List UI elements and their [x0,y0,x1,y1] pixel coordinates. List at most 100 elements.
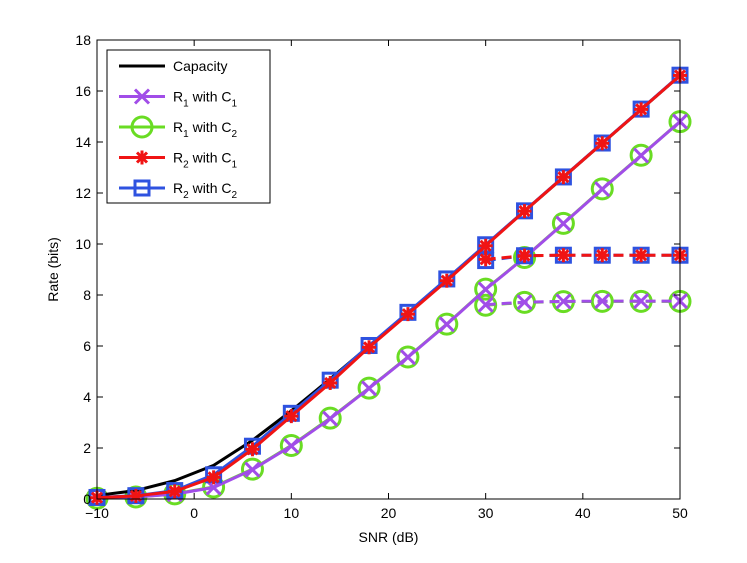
legend-label-text: Capacity [173,58,227,74]
marker-r2c1 [556,170,571,185]
marker-r1c1-stroke [244,461,261,478]
legend-entry-r2c2: R2 with C2 [119,179,237,201]
marker-r1c1 [555,215,572,232]
marker-r2c1-stroke [479,239,492,252]
marker-dashed-r2c1 [634,248,649,263]
marker-dashed-r2c1 [556,248,571,263]
marker-dashed-r1c1-stroke [516,294,533,311]
marker-r1c1-stroke [555,215,572,232]
marker-r2c1-stroke [324,376,337,390]
marker-dashed-r2c1-stroke [557,249,570,262]
marker-r1c2 [590,177,614,201]
legend-label-r: R [173,89,183,105]
marker-r2c1 [634,102,649,117]
legend-marker-r1c1 [133,88,151,105]
marker-r2c1 [206,470,221,485]
marker-r2c1 [245,442,260,457]
marker-r1c1-stroke [594,181,611,198]
marker-r1c1-stroke [283,437,300,455]
marker-r2c1 [362,340,377,355]
marker-r1c2 [318,406,342,430]
marker-r1c1-stroke [633,147,650,164]
legend-label-sub2: 2 [231,190,237,201]
marker-dashed-r1c1 [633,293,650,310]
x-tick-label: 30 [478,505,494,521]
marker-r2c1 [284,409,299,424]
x-tick-label: 20 [381,505,397,521]
x-axis-label: SNR (dB) [359,529,419,545]
legend-label-sub2: 1 [231,160,237,171]
series-line-r2c1 [96,74,681,500]
marker-r2c1 [439,273,454,288]
marker-r2c1-stroke [246,443,259,456]
marker-r1c1 [399,349,416,366]
legend-label-sub1: 1 [183,99,189,110]
marker-r1c1 [283,437,300,455]
x-tick-label: −10 [85,505,109,521]
marker-r1c1 [594,181,611,198]
marker-r1c2 [629,143,653,167]
legend-entry-capacity: Capacity [119,58,227,74]
y-tick-label: 0 [83,491,91,507]
legend-label-sub1: 1 [183,129,189,140]
legend-label-capacity: Capacity [173,58,227,74]
marker-r2c1-stroke [557,171,570,184]
marker-r2c1-stroke [440,274,453,287]
legend-label-r2c2: R2 with C2 [173,180,237,201]
marker-dashed-r1c1 [594,293,611,310]
marker-r1c1 [361,380,378,397]
legend-label-r2c1: R2 with C1 [173,150,237,171]
legend-label-sub2: 2 [231,129,237,140]
legend-label-r: R [173,150,183,166]
legend-label-sub2: 1 [231,99,237,110]
x-tick-label: 40 [575,505,591,521]
marker-dashed-r1c1-stroke [555,293,572,310]
marker-r1c2 [240,457,264,481]
marker-r2c1-stroke [168,485,181,498]
marker-dashed-r2c1-stroke [596,249,609,262]
marker-dashed-r2c1 [595,248,610,263]
legend-entry-r1c1: R1 with C1 [119,88,237,110]
legend-label-r: R [173,119,183,135]
legend-label-sub1: 2 [183,190,189,201]
marker-r2c1 [400,307,415,322]
marker-r1c1 [477,281,494,298]
marker-dashed-r2c1-stroke [635,249,648,262]
marker-dashed-r1c1 [555,293,572,310]
legend-entry-r1c2: R1 with C2 [119,115,237,140]
marker-r2c1 [595,136,610,151]
marker-dashed-r1c1-stroke [633,293,650,310]
legend-label-r1c2: R1 with C2 [173,119,237,140]
y-tick-label: 4 [83,389,91,405]
marker-r2c1-stroke [207,471,220,484]
marker-r1c1-stroke [322,410,339,427]
marker-r1c1 [322,410,339,427]
y-tick-label: 18 [75,32,91,48]
marker-dashed-r1c1 [516,294,533,311]
marker-r1c2 [551,211,575,235]
marker-r1c2 [279,433,303,457]
legend-label-sub1: 2 [183,160,189,171]
marker-r1c1-stroke [477,281,494,298]
legend-marker-r1c2 [130,115,154,139]
legend-label-mid: with C [189,89,232,105]
y-tick-label: 8 [83,287,91,303]
marker-r1c1-stroke [399,349,416,366]
marker-dashed-r2c1 [478,252,493,267]
marker-r1c2 [474,277,498,301]
marker-r2c1 [478,238,493,253]
marker-r1c1 [244,461,261,478]
marker-dashed-r1c2 [590,289,614,313]
marker-r2c1-stroke [363,341,376,354]
y-tick-label: 2 [83,440,91,456]
marker-dashed-r1c1-stroke [594,293,611,310]
x-tick-label: 0 [190,505,198,521]
legend-label-r1c1: R1 with C1 [173,89,237,110]
marker-dashed-r2c1 [517,248,532,263]
marker-r1c1-stroke [438,316,455,333]
marker-r2c1 [517,204,532,219]
legend-label-mid: with C [189,180,232,196]
legend-marker-r1c1-stroke [133,88,151,105]
